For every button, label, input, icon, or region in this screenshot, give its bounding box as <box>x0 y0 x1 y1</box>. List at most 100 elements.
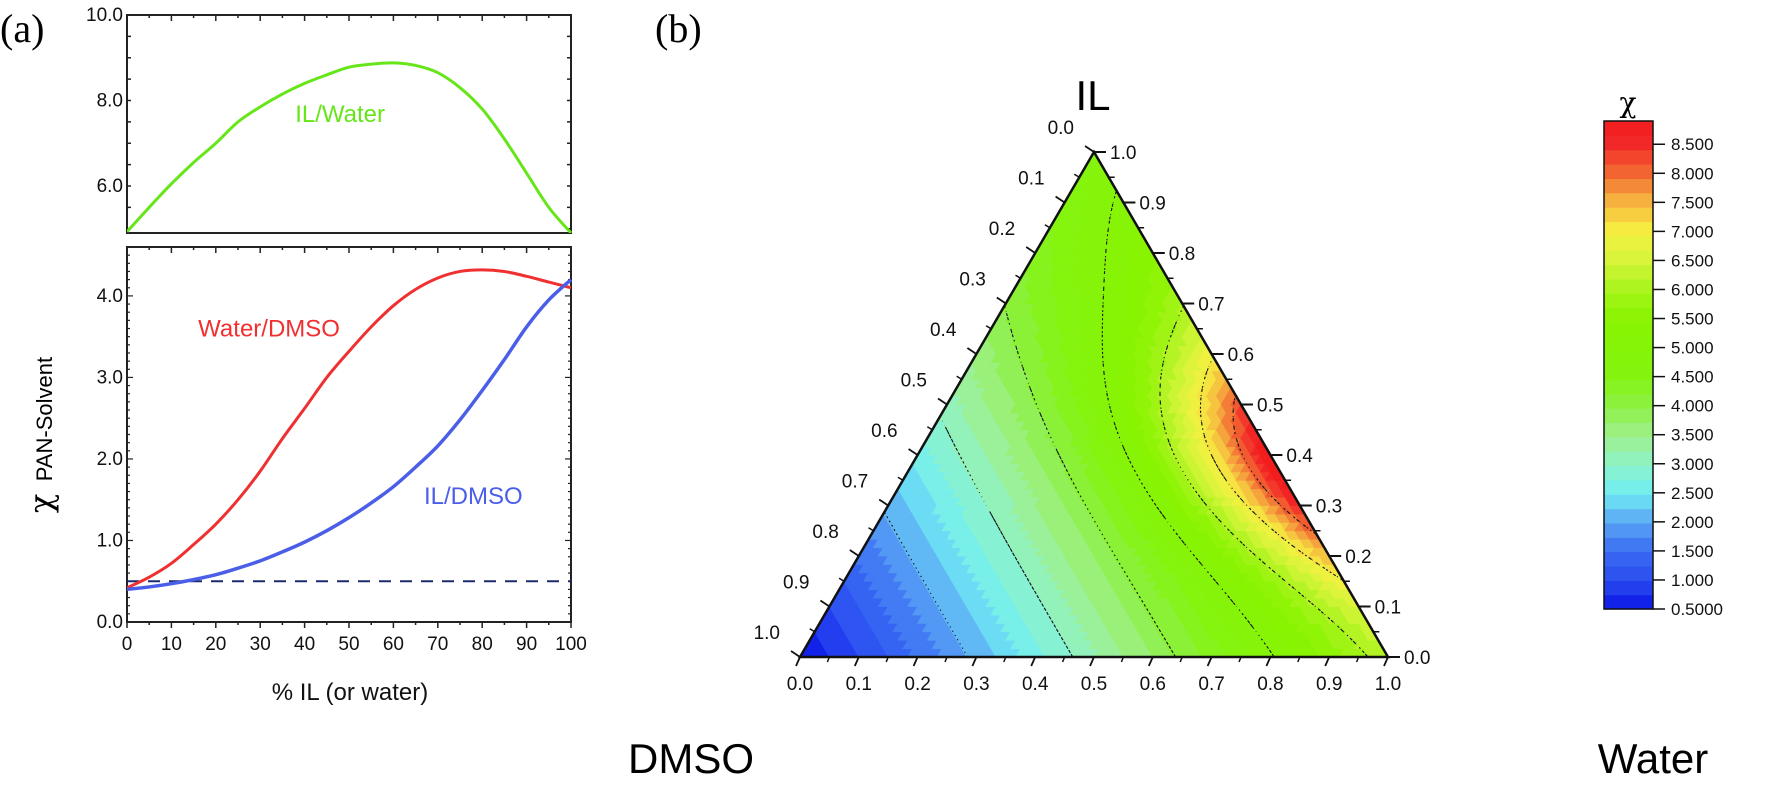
left-tick-mark <box>849 549 860 557</box>
colorbar-band <box>1604 580 1653 596</box>
y-tick-label: 10.0 <box>86 5 123 26</box>
x-tick-label: 40 <box>294 634 315 655</box>
panel-b-ternary-chart: 0.0 0.1 0.2 0.3 0.4 0.5 0.6 0.7 0.8 0.9 1.00.00.10… <box>628 72 1723 782</box>
colorbar-title: χ <box>1620 86 1637 119</box>
colorbar-band <box>1604 408 1653 424</box>
bottom-minor-tick <box>1297 656 1301 663</box>
left-tick-mark <box>878 498 889 507</box>
panel-b-tag: (b) <box>655 6 702 51</box>
left-minor-tick <box>838 577 845 582</box>
x-tick-label: 50 <box>338 634 359 655</box>
left-minor-tick <box>1073 173 1080 178</box>
y-axis-title-subscript: PAN-Solvent <box>32 357 57 481</box>
colorbar-tick-label: 5.500 <box>1671 310 1714 329</box>
bottom-minor-tick <box>1061 656 1066 663</box>
bottom-tick-mark <box>971 656 978 667</box>
right-tick-label: 0.9 <box>1139 194 1165 215</box>
colorbar-band <box>1604 551 1653 567</box>
colorbar-band <box>1604 164 1653 180</box>
left-tick-mark <box>996 296 1007 305</box>
right-tick-label: 0.2 <box>1345 547 1371 568</box>
colorbar-tick-label: 5.000 <box>1671 339 1714 358</box>
bottom-tick-label: 0.1 <box>846 674 872 695</box>
bottom-minor-tick <box>1179 656 1183 663</box>
bottom-tick-label: 0.9 <box>1316 674 1342 695</box>
colorbar-tick-label: 1.000 <box>1671 571 1714 590</box>
right-tick-label: 0.7 <box>1198 295 1224 316</box>
colorbar-band <box>1604 278 1653 294</box>
y-tick-label: 6.0 <box>97 176 123 197</box>
colorbar-band <box>1604 436 1653 452</box>
colorbar-band <box>1604 365 1653 380</box>
colorbar-band <box>1604 293 1653 309</box>
lower-series-group <box>127 268 572 592</box>
contour-line-7 <box>1199 356 1344 582</box>
colorbar-band <box>1604 178 1653 194</box>
series-label-water-dmso: Water/DMSO <box>198 316 340 343</box>
colorbar: 8.500 8.000 7.500 7.000 6.500 6.000 5.500 5.000… <box>1603 120 1723 619</box>
colorbar-tick-label: 6.000 <box>1671 280 1714 299</box>
colorbar-band <box>1604 379 1653 395</box>
left-tick-mark <box>908 448 919 456</box>
colorbar-band <box>1604 508 1653 524</box>
left-tick-label: 0.8 <box>812 522 838 543</box>
left-tick-label: 0.5 <box>901 371 927 392</box>
left-tick-label: 0.2 <box>989 219 1015 240</box>
bottom-minor-tick <box>1120 656 1125 663</box>
lower-plot-border <box>126 246 572 623</box>
colorbar-band <box>1604 422 1653 438</box>
contour-line-6 <box>1159 305 1369 657</box>
upper-series-group <box>127 61 572 233</box>
left-tick-mark <box>1025 246 1036 254</box>
bottom-tick-mark <box>912 656 919 667</box>
colorbar-band <box>1604 494 1653 510</box>
bottom-tick-label: 0.7 <box>1198 674 1224 695</box>
bottom-tick-mark <box>1206 656 1213 667</box>
colorbar-band <box>1604 221 1653 237</box>
colorbar-tick-label: 4.500 <box>1671 368 1714 387</box>
bottom-tick-mark <box>1265 656 1272 667</box>
bottom-minor-tick <box>1238 656 1242 663</box>
y-tick-label: 3.0 <box>97 367 123 388</box>
colorbar-band <box>1604 250 1653 266</box>
ternary-contour-fill <box>800 152 1388 657</box>
vertex-label-dmso: DMSO <box>628 735 754 782</box>
left-tick-label: 0.1 <box>1018 169 1044 190</box>
left-minor-tick <box>1044 224 1051 229</box>
colorbar-tick-label: 7.000 <box>1671 222 1714 241</box>
colorbar-band <box>1604 121 1653 136</box>
bottom-tick-mark <box>853 656 860 667</box>
bottom-minor-tick <box>944 656 948 663</box>
bottom-minor-tick <box>1003 656 1007 663</box>
upper-y-ticks: 6.0 8.0 10.0 <box>86 5 571 230</box>
x-tick-label: 30 <box>250 634 271 655</box>
colorbar-band <box>1604 149 1653 165</box>
colorbar-tick-label: 3.000 <box>1671 455 1714 474</box>
right-tick-label: 0.4 <box>1286 446 1313 467</box>
series-label-il-water: IL/Water <box>295 101 385 128</box>
colorbar-band <box>1604 235 1653 251</box>
left-minor-tick <box>1015 274 1021 279</box>
x-tick-label: 0 <box>122 634 133 655</box>
bottom-tick-label: 0.6 <box>1140 674 1166 695</box>
colorbar-tick-label: 2.500 <box>1671 484 1714 503</box>
x-tick-label: 20 <box>205 634 226 655</box>
colorbar-band <box>1604 307 1653 323</box>
left-tick-mark <box>790 650 801 658</box>
colorbar-band <box>1604 565 1653 581</box>
y-axis-title-symbol: χ <box>22 494 60 513</box>
colorbar-tick-label: 3.500 <box>1671 426 1714 445</box>
right-tick-label: 0.0 <box>1404 648 1430 669</box>
left-tick-label: 0.3 <box>959 270 985 291</box>
colorbar-band <box>1604 207 1653 223</box>
series-line-water-dmso <box>127 268 572 590</box>
bottom-tick-label: 0.8 <box>1257 674 1283 695</box>
left-tick-mark <box>966 347 977 355</box>
colorbar-tick-label: 4.000 <box>1671 397 1714 416</box>
series-label-il-dmso: IL/DMSO <box>424 483 523 510</box>
left-minor-tick <box>897 476 904 481</box>
left-minor-tick <box>809 628 816 633</box>
colorbar-band <box>1604 537 1653 553</box>
bottom-tick-mark <box>1089 656 1095 667</box>
